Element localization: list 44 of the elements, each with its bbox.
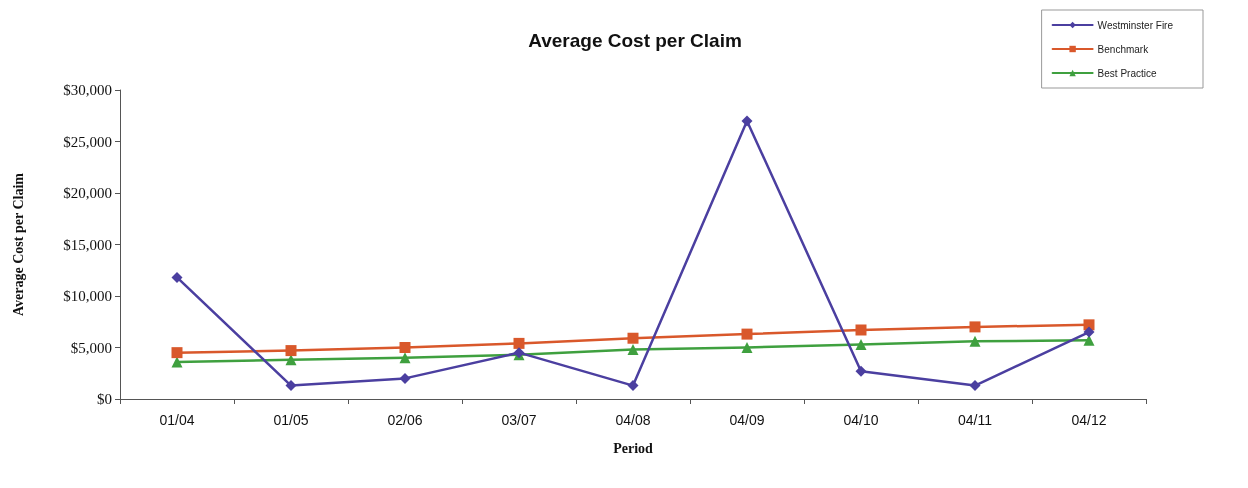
legend-label: Benchmark xyxy=(1097,43,1150,55)
x-axis-title: Period xyxy=(613,440,654,456)
y-tick-label: $0 xyxy=(97,391,112,407)
point xyxy=(855,365,867,377)
point xyxy=(1083,326,1095,338)
x-tick-label: 04/11 xyxy=(958,412,993,428)
point xyxy=(855,338,867,350)
point xyxy=(741,115,753,127)
y-tick-label: $25,000 xyxy=(63,133,112,150)
x-tick-label: 04/12 xyxy=(1071,412,1107,428)
point xyxy=(969,335,981,347)
point xyxy=(627,380,639,392)
x-tick-label: 04/09 xyxy=(729,412,765,428)
point xyxy=(285,380,297,392)
x-tick-label: 02/06 xyxy=(387,412,423,428)
point xyxy=(171,271,183,283)
legend-label: Best Practice xyxy=(1097,67,1157,79)
chart-title: Average Cost per Claim xyxy=(528,30,742,51)
y-tick-label: $30,000 xyxy=(63,82,112,98)
x-tick-label: 01/04 xyxy=(159,412,195,428)
x-tick-label: 04/08 xyxy=(615,412,651,428)
point xyxy=(1083,319,1095,331)
y-tick-label: $10,000 xyxy=(63,288,112,304)
y-tick-label: $5,000 xyxy=(70,339,112,356)
point xyxy=(171,347,183,359)
point xyxy=(855,324,867,336)
point xyxy=(627,344,639,356)
x-tick-label: 03/07 xyxy=(501,412,537,428)
x-tick-label: 01/05 xyxy=(273,412,309,428)
point xyxy=(741,342,753,353)
point xyxy=(399,372,411,384)
point xyxy=(627,332,639,344)
y-tick-label: $15,000 xyxy=(63,236,112,253)
x-tick-label: 04/10 xyxy=(843,412,879,428)
point xyxy=(969,321,981,333)
point xyxy=(285,345,297,357)
point xyxy=(741,328,753,340)
legend-label: Westminster Fire xyxy=(1097,19,1174,31)
y-tick-label: $20,000 xyxy=(63,185,112,201)
point xyxy=(399,352,411,364)
y-axis-title: Average Cost per Claim xyxy=(10,172,26,316)
point xyxy=(969,380,981,392)
point xyxy=(399,342,411,353)
point xyxy=(513,337,525,349)
